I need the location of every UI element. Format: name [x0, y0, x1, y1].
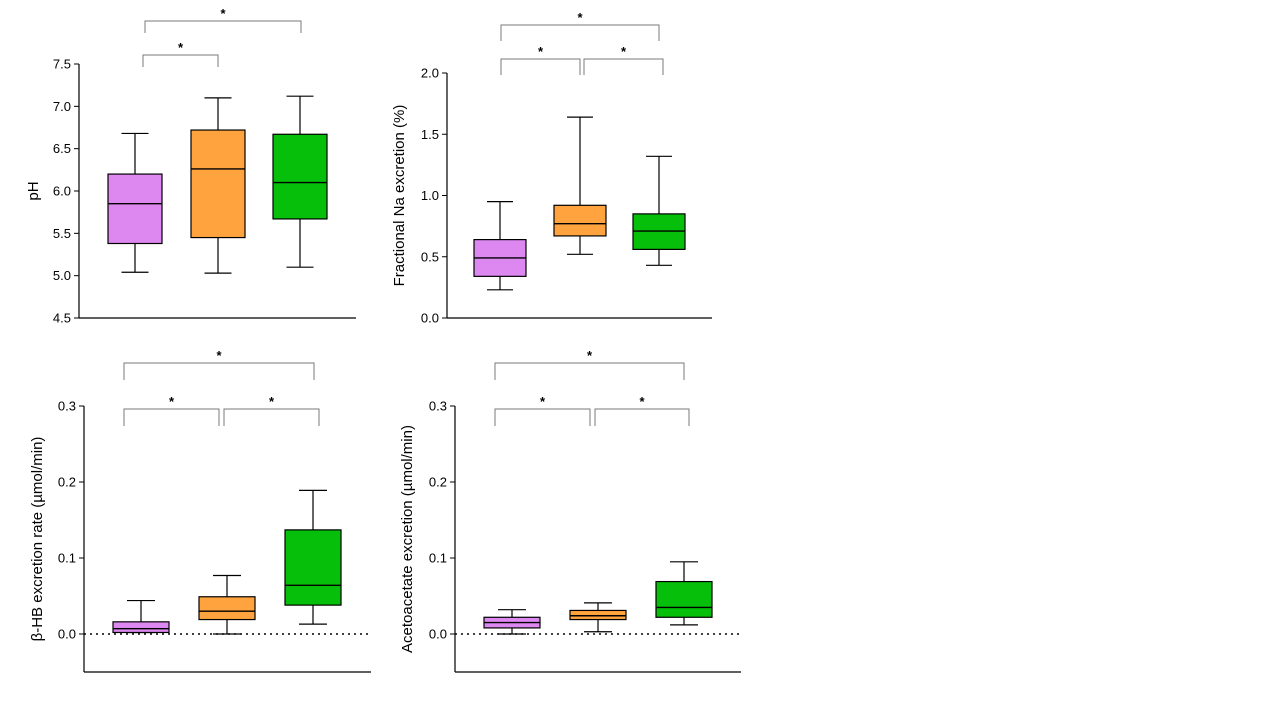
panel-2: 0.0 0.5 1.0 1.5 2.0 Fractional Na excretion (…	[391, 10, 712, 326]
iqr-box	[190, 129, 246, 239]
y-tick-label: 0.1	[429, 551, 447, 566]
box-group-1	[473, 201, 527, 291]
panel-3: 0.0 0.1 0.2 0.3 β-HB excretion rate (µmol/mi…	[29, 348, 371, 673]
significance-bracket	[500, 24, 660, 41]
significance-star: *	[639, 394, 645, 409]
significance-bracket	[142, 54, 219, 67]
box-group-3	[272, 95, 328, 268]
significance-bracket	[500, 58, 581, 75]
significance-bracket	[123, 408, 220, 426]
y-tick-label: 0.0	[429, 627, 447, 642]
significance-star: *	[178, 40, 184, 55]
y-tick-label: 2.0	[421, 66, 439, 81]
box-group-1	[107, 132, 163, 273]
significance-bracket	[583, 58, 664, 75]
y-tick-label: 0.5	[421, 249, 439, 264]
box-group-3	[284, 489, 342, 625]
significance-star: *	[587, 348, 593, 363]
significance-bracket	[494, 362, 685, 380]
y-tick-label: 0.3	[429, 399, 447, 414]
y-axis-title: pH	[25, 181, 42, 200]
significance-star: *	[577, 10, 583, 25]
iqr-box	[284, 529, 342, 606]
iqr-box	[272, 133, 328, 220]
panel-4: 0.0 0.1 0.2 0.3 Acetoacetate excretion (µmol…	[399, 348, 741, 673]
significance-star: *	[540, 394, 546, 409]
significance-star: *	[216, 348, 222, 363]
panel-1: 4.5 5.0 5.5 6.0 6.5 7.0 7.5 pH * *	[25, 6, 356, 326]
iqr-box	[569, 609, 627, 621]
y-tick-label: 4.5	[53, 311, 71, 326]
y-tick-label: 1.5	[421, 127, 439, 142]
significance-star: *	[269, 394, 275, 409]
y-tick-label: 0.3	[58, 399, 76, 414]
box-group-1	[483, 609, 541, 635]
significance-star: *	[169, 394, 175, 409]
y-axis-title: Acetoacetate excretion (µmol/min)	[399, 425, 416, 653]
y-tick-label: 5.5	[53, 226, 71, 241]
significance-bracket	[123, 362, 315, 380]
y-tick-label: 7.0	[53, 99, 71, 114]
iqr-box	[107, 173, 163, 245]
significance-bracket	[594, 408, 690, 426]
y-tick-label: 0.0	[58, 627, 76, 642]
significance-bracket	[494, 408, 591, 426]
y-tick-label: 0.2	[429, 475, 447, 490]
y-tick-label: 0.2	[58, 475, 76, 490]
box-group-2	[553, 116, 607, 255]
iqr-box	[655, 580, 713, 618]
y-axis-title: β-HB excretion rate (µmol/min)	[29, 437, 46, 642]
box-group-2	[198, 574, 256, 635]
box-group-2	[569, 602, 627, 633]
y-tick-label: 7.5	[53, 57, 71, 72]
y-tick-label: 1.0	[421, 188, 439, 203]
iqr-box	[112, 621, 170, 634]
y-tick-label: 0.0	[421, 311, 439, 326]
y-tick-label: 6.0	[53, 184, 71, 199]
y-axis-title: Fractional Na excretion (%)	[391, 105, 408, 287]
y-tick-label: 5.0	[53, 268, 71, 283]
significance-star: *	[621, 44, 627, 59]
iqr-box	[198, 596, 256, 621]
significance-bracket	[144, 20, 302, 33]
significance-star: *	[220, 6, 226, 21]
box-group-1	[112, 599, 170, 634]
significance-star: *	[538, 44, 544, 59]
y-tick-label: 6.5	[53, 141, 71, 156]
box-group-2	[190, 97, 246, 274]
iqr-box	[553, 204, 607, 237]
significance-bracket	[223, 408, 320, 426]
box-group-3	[655, 561, 713, 626]
y-tick-label: 0.1	[58, 551, 76, 566]
box-group-3	[632, 155, 686, 266]
